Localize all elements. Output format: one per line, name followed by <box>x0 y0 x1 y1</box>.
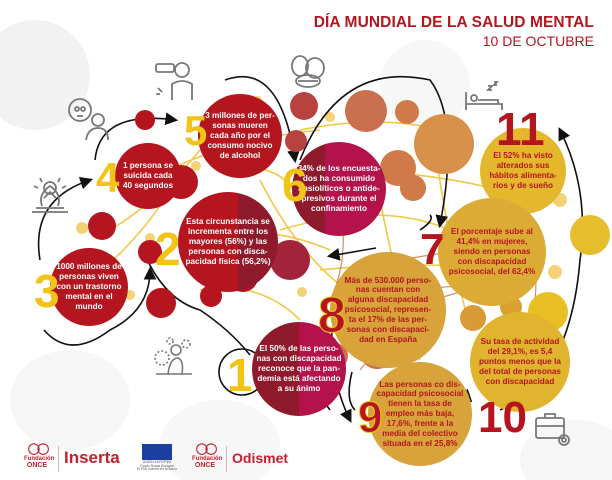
bg-virus-decoration <box>160 400 280 480</box>
sleep-bed-icon <box>465 81 503 110</box>
footer-logos: ◯◯ Fundación ONCE Inserta UNIÓN EUROPEA F… <box>0 432 612 480</box>
logo-separator <box>58 446 59 472</box>
fact-bubble-8: Más de 530.000 perso-nas cuentan con algu… <box>330 252 446 368</box>
fact-number-3: 3 <box>34 265 60 317</box>
decor-bubble <box>285 130 307 152</box>
decor-bubble <box>400 175 426 201</box>
bg-virus-decoration <box>10 350 130 450</box>
inserta-logo: Inserta <box>64 448 120 467</box>
decor-bubble <box>414 114 474 174</box>
fact-number-1: 1 <box>227 349 253 401</box>
decor-bubble <box>460 305 486 331</box>
fact-bubble-4: 1 persona se suicida cada 40 segundos <box>115 143 181 209</box>
sad-sitting-person-icon <box>154 337 192 375</box>
death-thought-icon <box>68 98 109 141</box>
fact-bubble-5: 3 millones de per-sonas mueren cada año p… <box>198 94 282 178</box>
drinking-icon <box>155 62 193 100</box>
decor-bubble <box>345 90 387 132</box>
fundacion-once-logo-2: ◯◯ Fundación ONCE <box>192 443 223 469</box>
page-subtitle: 10 DE OCTUBRE <box>482 33 594 49</box>
once-rings-icon: ◯◯ <box>195 443 218 455</box>
eu-caption: UNIÓN EUROPEA Fondo Social Europeo El FSE … <box>136 460 178 472</box>
decor-bubble <box>138 240 162 264</box>
fact-number-2: 2 <box>155 223 181 275</box>
eu-flag-icon <box>142 444 172 460</box>
decor-bubble <box>135 110 155 130</box>
fact-bubble-1: El 50% de las perso-nas con discapacidad… <box>252 322 346 416</box>
briefcase-gear-icon <box>535 413 570 446</box>
fact-bubble-3: 1000 millones de personas viven con un tra… <box>50 248 128 326</box>
fact-bubble-6: 34% de los encuesta-dos ha consumido ansi… <box>292 142 386 236</box>
odismet-logo: Odismet <box>232 450 289 466</box>
decor-bubble <box>570 215 610 255</box>
fact-number-6: 6 <box>282 159 308 211</box>
header: DÍA MUNDIAL DE LA SALUD MENTAL 10 DE OCT… <box>314 14 594 49</box>
fact-number-5: 5 <box>184 107 208 154</box>
bg-virus-decoration <box>0 20 90 130</box>
once-rings-icon: ◯◯ <box>27 443 50 455</box>
meditation-stress-icon <box>32 177 68 213</box>
fact-number-10: 10 <box>478 393 527 442</box>
fundacion-once-logo: ◯◯ Fundación ONCE <box>24 443 55 469</box>
decor-bubble <box>146 288 176 318</box>
fact-number-8: 8 <box>318 287 347 343</box>
decor-bubble <box>290 92 318 120</box>
fact-bubble-9: Las personas co dis-capacidad psicosocia… <box>368 362 472 466</box>
fact-number-9: 9 <box>357 393 383 442</box>
fact-bubble-10: Su tasa de actividad del 29,1%, es 5,4 pun… <box>470 312 570 412</box>
fact-number-4: 4 <box>96 154 120 201</box>
decor-bubble <box>88 212 116 240</box>
fact-bubble-7: El porcentaje sube al 41,4% en mujeres, si… <box>438 198 546 306</box>
logo-separator <box>226 446 227 472</box>
page-title: DÍA MUNDIAL DE LA SALUD MENTAL <box>313 14 594 31</box>
decor-bubble <box>395 100 419 124</box>
fact-bubble-2: Esta circunstancia se incrementa entre lo… <box>178 192 278 292</box>
pills-icon <box>291 55 325 88</box>
fact-number-11: 11 <box>496 103 545 155</box>
